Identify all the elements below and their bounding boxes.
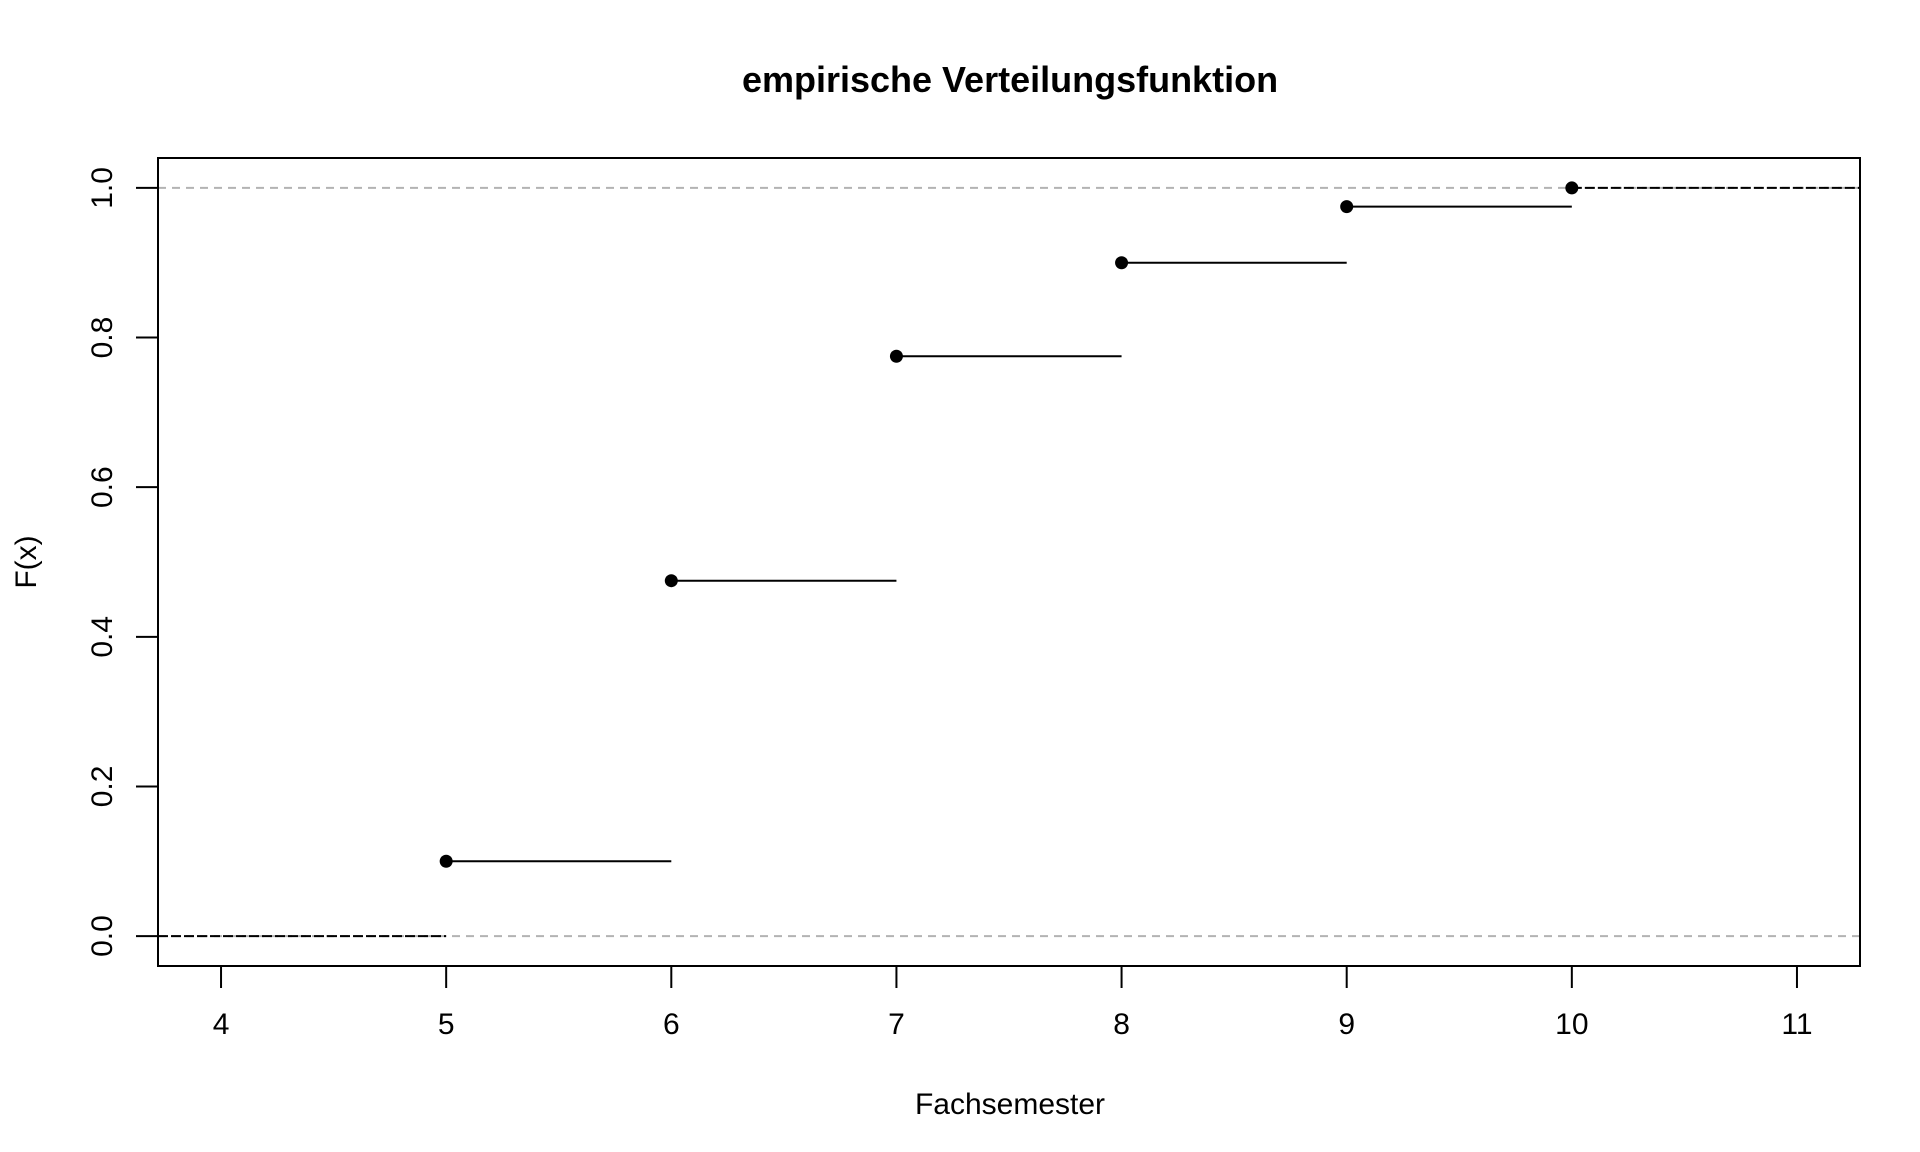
x-tick-label-7: 11 bbox=[1781, 1008, 1812, 1041]
x-tick-label-2: 6 bbox=[663, 1008, 680, 1041]
x-tick-label-0: 4 bbox=[213, 1008, 230, 1041]
y-tick-label-5: 1.0 bbox=[86, 167, 119, 209]
y-tick-label-0: 0.0 bbox=[86, 915, 119, 957]
y-tick-label-2: 0.4 bbox=[86, 616, 119, 658]
ecdf-point-5 bbox=[1565, 181, 1579, 195]
y-tick-label-1: 0.2 bbox=[86, 766, 119, 808]
x-tick-label-1: 5 bbox=[438, 1008, 455, 1041]
ecdf-point-0 bbox=[439, 854, 453, 868]
plot-area bbox=[158, 181, 1860, 938]
ecdf-point-3 bbox=[1115, 256, 1129, 270]
y-axis: 0.0 0.2 0.4 0.6 0.8 1.0 bbox=[86, 167, 158, 957]
y-tick-label-3: 0.6 bbox=[86, 466, 119, 508]
ecdf-point-4 bbox=[1340, 200, 1354, 214]
y-axis-label: F(x) bbox=[10, 535, 43, 588]
plot-frame bbox=[157, 157, 1861, 967]
x-tick-label-6: 10 bbox=[1555, 1008, 1588, 1041]
y-tick-label-4: 0.8 bbox=[86, 317, 119, 359]
chart-title: empirische Verteilungsfunktion bbox=[742, 59, 1278, 100]
ecdf-point-2 bbox=[889, 349, 903, 363]
ecdf-point-1 bbox=[664, 574, 678, 588]
x-tick-label-3: 7 bbox=[888, 1008, 905, 1041]
x-tick-label-5: 9 bbox=[1338, 1008, 1355, 1041]
x-tick-label-4: 8 bbox=[1113, 1008, 1130, 1041]
x-axis-label: Fachsemester bbox=[915, 1088, 1105, 1121]
x-axis: 4 5 6 7 8 9 10 11 bbox=[213, 966, 1813, 1041]
